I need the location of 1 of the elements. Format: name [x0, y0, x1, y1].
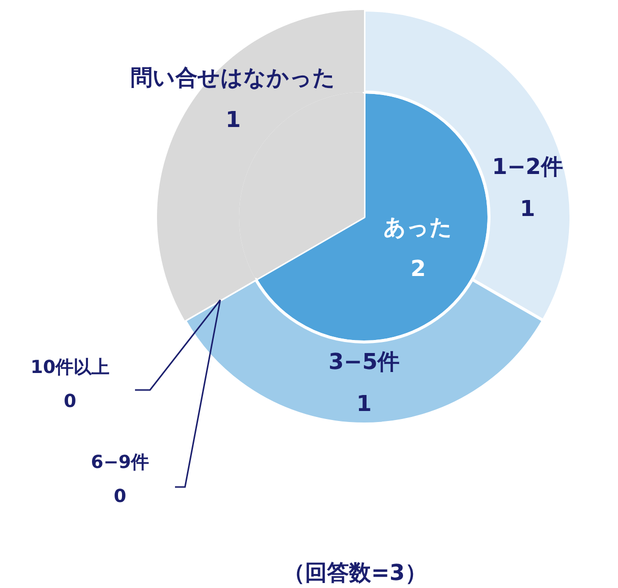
annotation: （回答数=3）	[283, 561, 427, 586]
